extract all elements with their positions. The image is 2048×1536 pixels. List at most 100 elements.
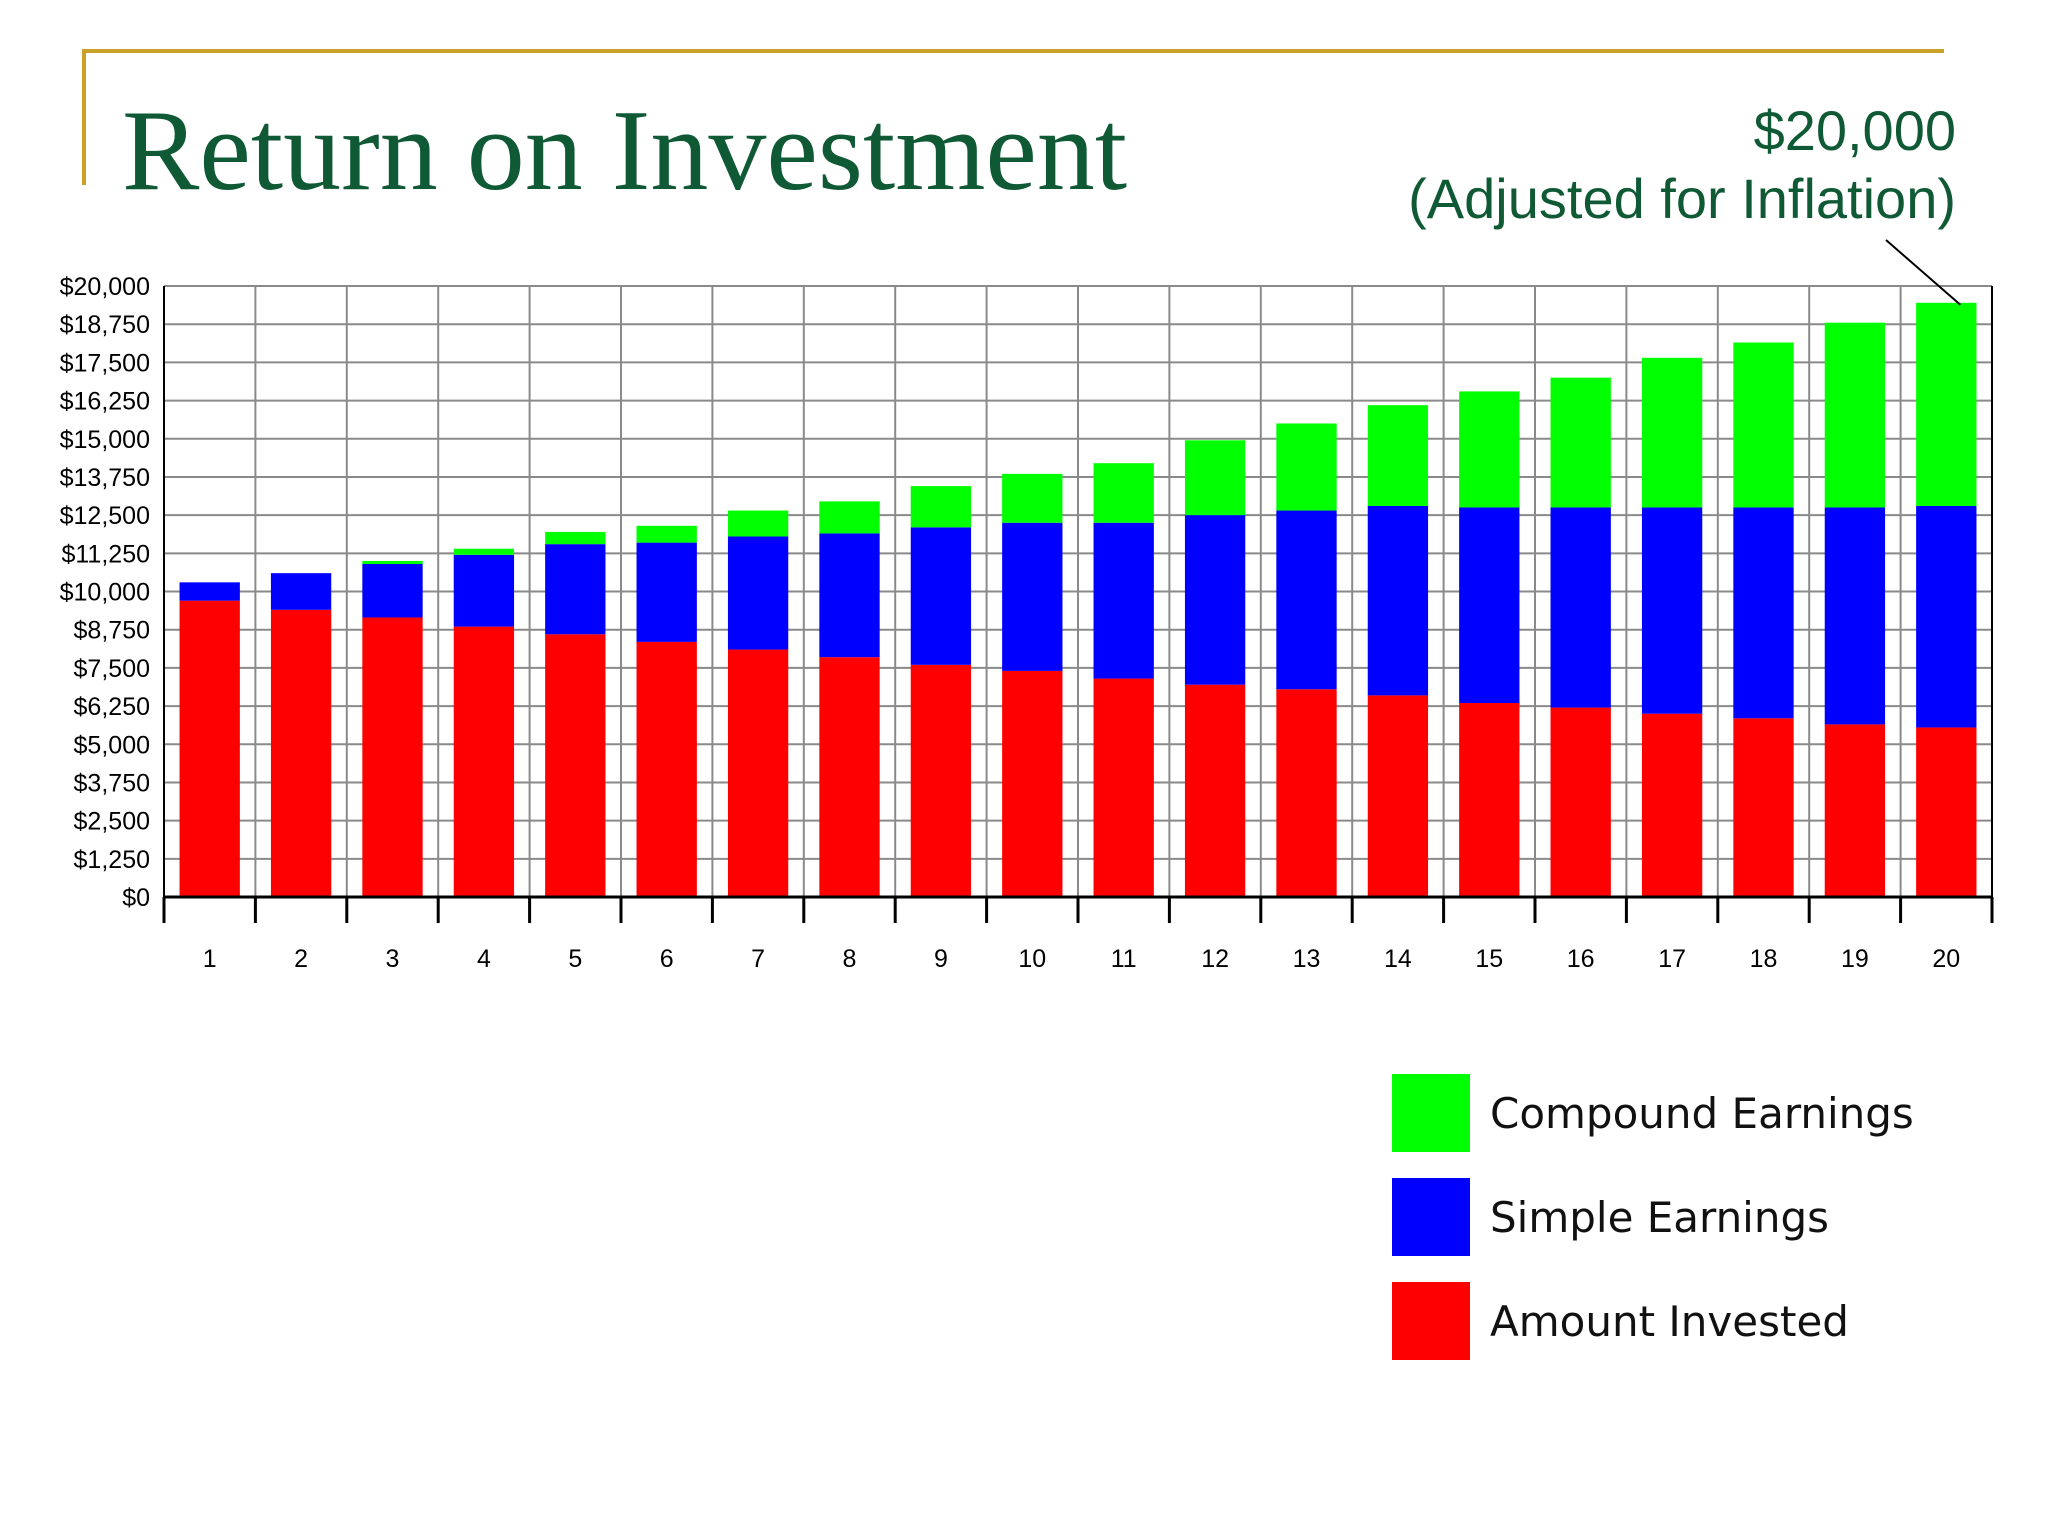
bar-compound-earnings [1184, 440, 1246, 516]
bar-compound-earnings [1276, 423, 1337, 511]
bar-simple-earnings [453, 554, 515, 627]
bar-simple-earnings [1459, 507, 1520, 704]
x-tick-label: 17 [1658, 945, 1686, 973]
y-tick-label: $20,000 [60, 273, 150, 301]
bar-amount-invested [1916, 727, 1977, 897]
bar-compound-earnings [1002, 473, 1063, 523]
bar-compound-earnings [636, 525, 697, 543]
bar-amount-invested [545, 634, 606, 897]
slide-title: Return on Investment [122, 87, 1128, 215]
bar-compound-earnings [910, 486, 972, 528]
bar-amount-invested [1550, 707, 1611, 897]
bar-simple-earnings [819, 533, 880, 658]
x-tick-label: 10 [1018, 945, 1046, 973]
bar-simple-earnings [1184, 515, 1246, 685]
bar-simple-earnings [1916, 505, 1977, 728]
legend-swatch [1392, 1178, 1470, 1256]
bar-simple-earnings [727, 536, 789, 650]
legend-item-amount-invested: Amount Invested [1392, 1282, 1914, 1360]
bar-simple-earnings [636, 542, 697, 642]
title-accent-rule [82, 49, 86, 185]
x-tick-label: 9 [934, 945, 948, 973]
y-tick-label: $17,500 [60, 349, 150, 377]
bar-amount-invested [1824, 724, 1886, 897]
y-axis-tick-labels: $0 $1,250 $2,500 $3,750 $5,000 $6,250 $7,500 $8… [60, 273, 150, 912]
bar-compound-earnings [1824, 322, 1886, 508]
x-tick-label: 12 [1201, 945, 1229, 973]
bar-simple-earnings [1550, 507, 1611, 708]
y-tick-label: $13,750 [60, 464, 150, 492]
y-tick-label: $0 [122, 884, 150, 912]
y-tick-label: $3,750 [74, 769, 150, 797]
x-tick-label: 4 [477, 945, 491, 973]
bar-amount-invested [1641, 713, 1703, 897]
bar-amount-invested [1367, 695, 1429, 897]
legend-item-simple-earnings: Simple Earnings [1392, 1178, 1914, 1256]
bar-amount-invested [179, 600, 240, 897]
bar-compound-earnings [1459, 391, 1520, 508]
bar-simple-earnings [1733, 507, 1794, 719]
x-tick-label: 11 [1111, 945, 1137, 973]
y-tick-label: $7,500 [74, 655, 150, 683]
bar-simple-earnings [1367, 505, 1429, 696]
bar-amount-invested [1002, 670, 1063, 897]
bar-compound-earnings [1093, 463, 1154, 523]
bar-amount-invested [727, 649, 789, 897]
x-tick-label: 20 [1932, 945, 1960, 973]
bar-compound-earnings [727, 510, 789, 537]
legend-label: Amount Invested [1490, 1296, 1849, 1346]
bar-amount-invested [1093, 678, 1154, 897]
x-tick-label: 16 [1567, 945, 1595, 973]
chart-axes [162, 286, 1994, 923]
x-axis-tick-labels: 1 2 3 4 5 6 7 8 9 10 11 12 13 14 15 16 17 18 19 20 [203, 945, 1960, 973]
y-tick-label: $12,500 [60, 502, 150, 530]
stacked-bar-chart: $0 $1,250 $2,500 $3,750 $5,000 $6,250 $7,500 $8… [60, 239, 1994, 973]
chart-bars [179, 302, 1977, 897]
bar-simple-earnings [1824, 507, 1886, 725]
y-tick-label: $16,250 [60, 388, 150, 416]
y-tick-label: $10,000 [60, 579, 150, 607]
x-tick-label: 18 [1750, 945, 1778, 973]
legend-label: Simple Earnings [1490, 1192, 1830, 1242]
bar-compound-earnings [362, 560, 423, 565]
bar-compound-earnings [1641, 357, 1703, 508]
y-tick-label: $11,250 [61, 540, 150, 568]
bar-amount-invested [910, 664, 972, 897]
bar-amount-invested [1184, 684, 1246, 897]
bar-amount-invested [819, 657, 880, 897]
bar-compound-earnings [1367, 405, 1429, 506]
bar-simple-earnings [1276, 510, 1337, 690]
x-tick-label: 19 [1841, 945, 1869, 973]
x-tick-label: 13 [1293, 945, 1321, 973]
x-tick-label: 7 [751, 945, 765, 973]
y-tick-label: $2,500 [74, 808, 150, 836]
bar-simple-earnings [1002, 522, 1063, 671]
x-tick-label: 2 [294, 945, 308, 973]
bar-compound-earnings [545, 531, 606, 545]
bar-simple-earnings [1641, 507, 1703, 714]
legend-label: Compound Earnings [1490, 1088, 1914, 1138]
bar-amount-invested [453, 626, 515, 897]
chart-grid [163, 285, 1993, 898]
bar-simple-earnings [270, 573, 332, 610]
bar-simple-earnings [1093, 522, 1154, 679]
bar-amount-invested [1459, 703, 1520, 897]
y-tick-label: $15,000 [60, 426, 150, 454]
y-tick-label: $5,000 [74, 731, 150, 759]
legend-item-compound-earnings: Compound Earnings [1392, 1074, 1914, 1152]
x-tick-label: 14 [1384, 945, 1412, 973]
title-accent-bar [86, 49, 1944, 53]
bar-compound-earnings [1916, 302, 1977, 506]
chart-legend: Compound Earnings Simple Earnings Amount I… [1392, 1074, 1914, 1386]
y-tick-label: $6,250 [74, 693, 150, 721]
x-tick-label: 8 [843, 945, 857, 973]
bar-simple-earnings [362, 564, 423, 618]
callout-amount: $20,000 [1753, 99, 1956, 162]
x-tick-label: 5 [568, 945, 582, 973]
legend-swatch [1392, 1074, 1470, 1152]
y-tick-label: $18,750 [60, 311, 150, 339]
bar-compound-earnings [1733, 342, 1794, 508]
y-tick-label: $1,250 [74, 846, 150, 874]
bar-compound-earnings [1550, 377, 1611, 508]
bar-amount-invested [636, 641, 697, 897]
